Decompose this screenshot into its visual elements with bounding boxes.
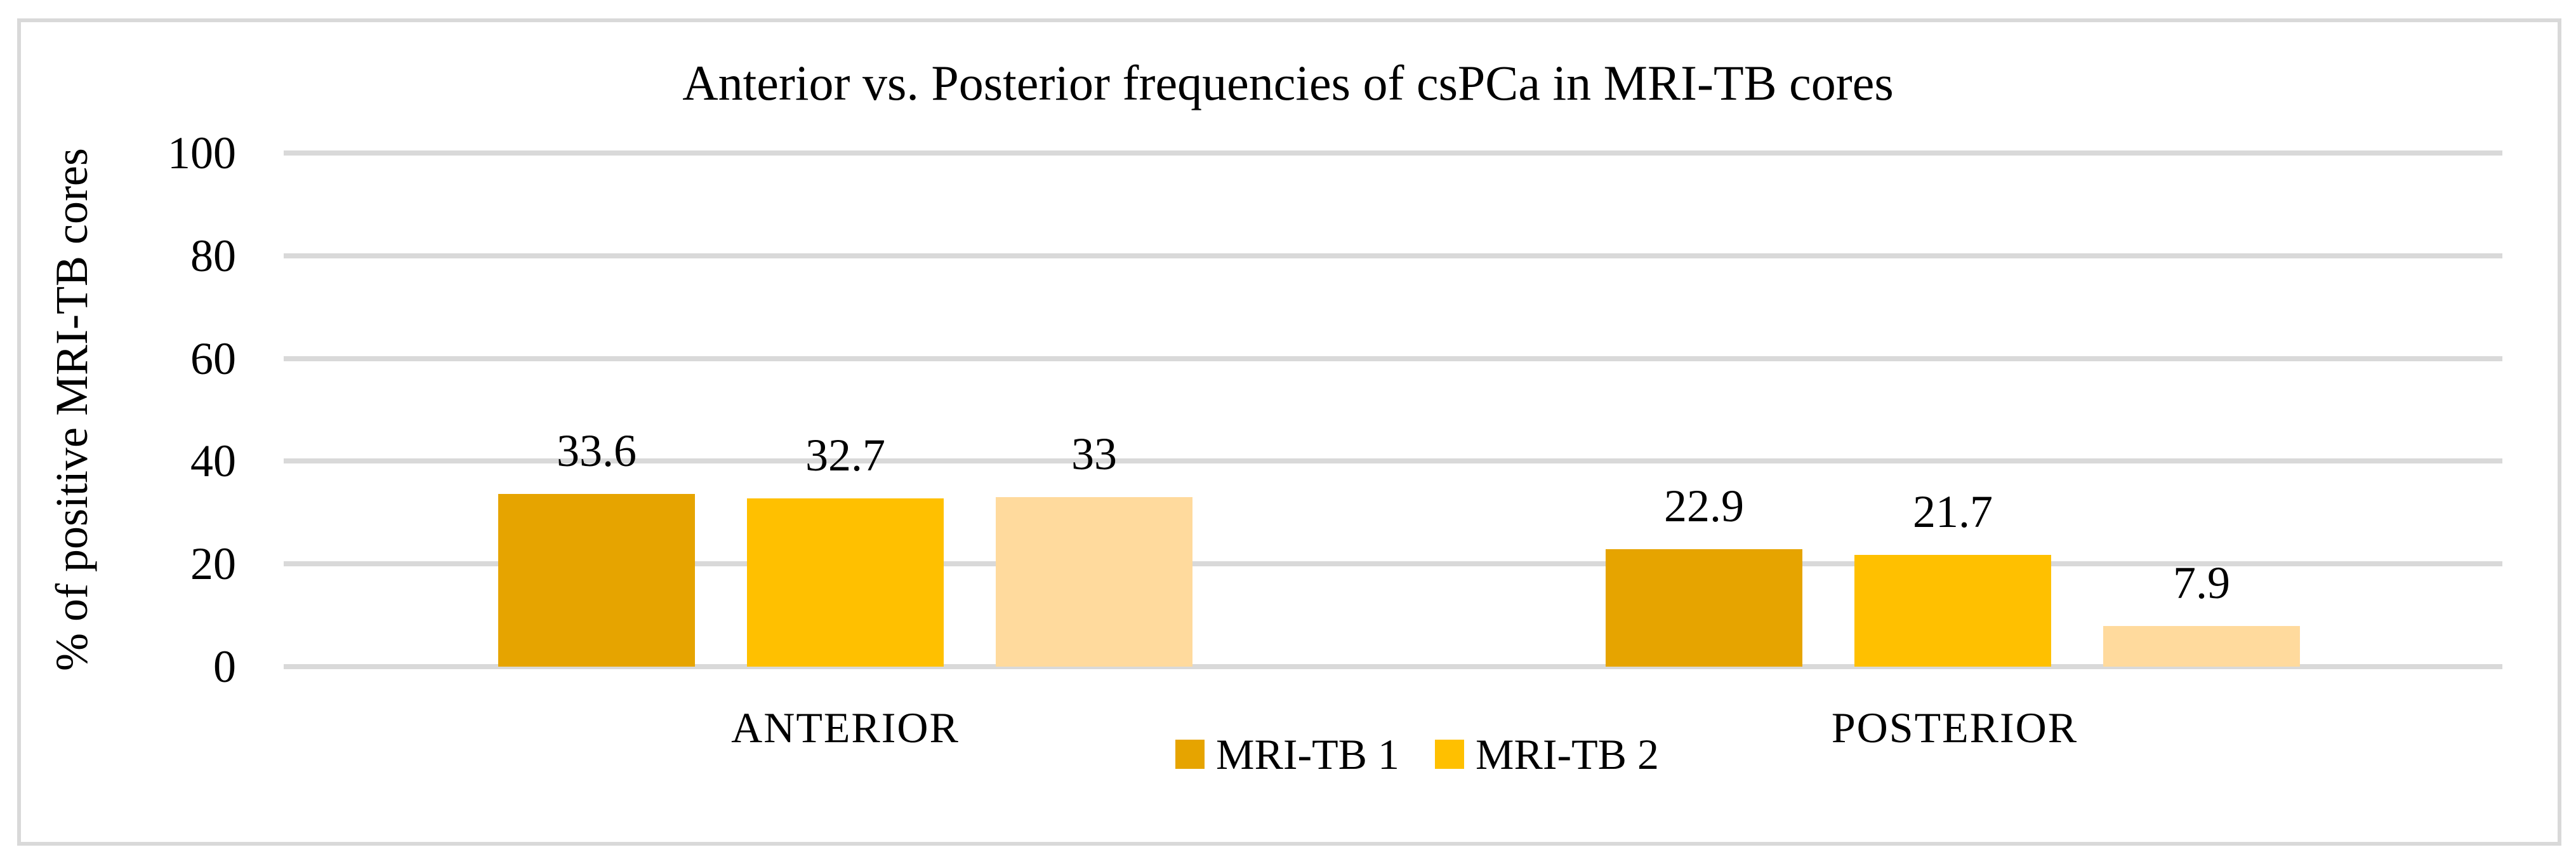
bar-MRI-TB 1-posterior xyxy=(1606,549,1802,667)
value-label-2-anterior: 32.7 xyxy=(805,430,885,481)
y-tick-label-80: 80 xyxy=(190,230,236,281)
value-label-3-posterior: 7.9 xyxy=(2173,557,2230,609)
bar-MRI-TB 2-anterior xyxy=(747,498,944,667)
gridline-80 xyxy=(284,253,2502,258)
value-label-3-anterior: 33 xyxy=(1071,429,1117,480)
y-tick-label-0: 0 xyxy=(213,641,236,692)
x-category-label-anterior: ANTERIOR xyxy=(731,703,960,752)
y-tick-label-100: 100 xyxy=(168,128,236,178)
value-label-2-posterior: 21.7 xyxy=(1913,486,1993,538)
legend: MRI-TB 1 MRI-TB 2 xyxy=(1175,730,1659,778)
bar-series-3-posterior xyxy=(2103,626,2300,667)
legend-swatch-mri-tb-1 xyxy=(1175,740,1205,769)
legend-swatch-mri-tb-2 xyxy=(1435,740,1464,769)
bar-series-3-anterior xyxy=(996,497,1192,667)
x-category-label-posterior: POSTERIOR xyxy=(1831,703,2078,752)
legend-label-mri-tb-2: MRI-TB 2 xyxy=(1476,730,1659,778)
gridline-0 xyxy=(284,664,2502,669)
bar-MRI-TB 1-anterior xyxy=(498,494,695,667)
gridline-40 xyxy=(284,458,2502,464)
y-tick-label-20: 20 xyxy=(190,538,236,590)
legend-entry-mri-tb-2: MRI-TB 2 xyxy=(1435,730,1659,778)
legend-entry-mri-tb-1: MRI-TB 1 xyxy=(1175,730,1399,778)
gridline-20 xyxy=(284,561,2502,567)
value-label-1-posterior: 22.9 xyxy=(1664,480,1744,531)
bar-MRI-TB 2-posterior xyxy=(1854,555,2051,667)
value-label-1-anterior: 33.6 xyxy=(557,425,637,477)
chart-border xyxy=(17,18,2561,846)
y-tick-label-40: 40 xyxy=(190,436,236,487)
legend-label-mri-tb-1: MRI-TB 1 xyxy=(1216,730,1399,778)
chart-title: Anterior vs. Posterior frequencies of cs… xyxy=(682,55,1894,110)
y-tick-label-60: 60 xyxy=(190,333,236,384)
gridline-100 xyxy=(284,150,2502,156)
gridline-60 xyxy=(284,356,2502,361)
